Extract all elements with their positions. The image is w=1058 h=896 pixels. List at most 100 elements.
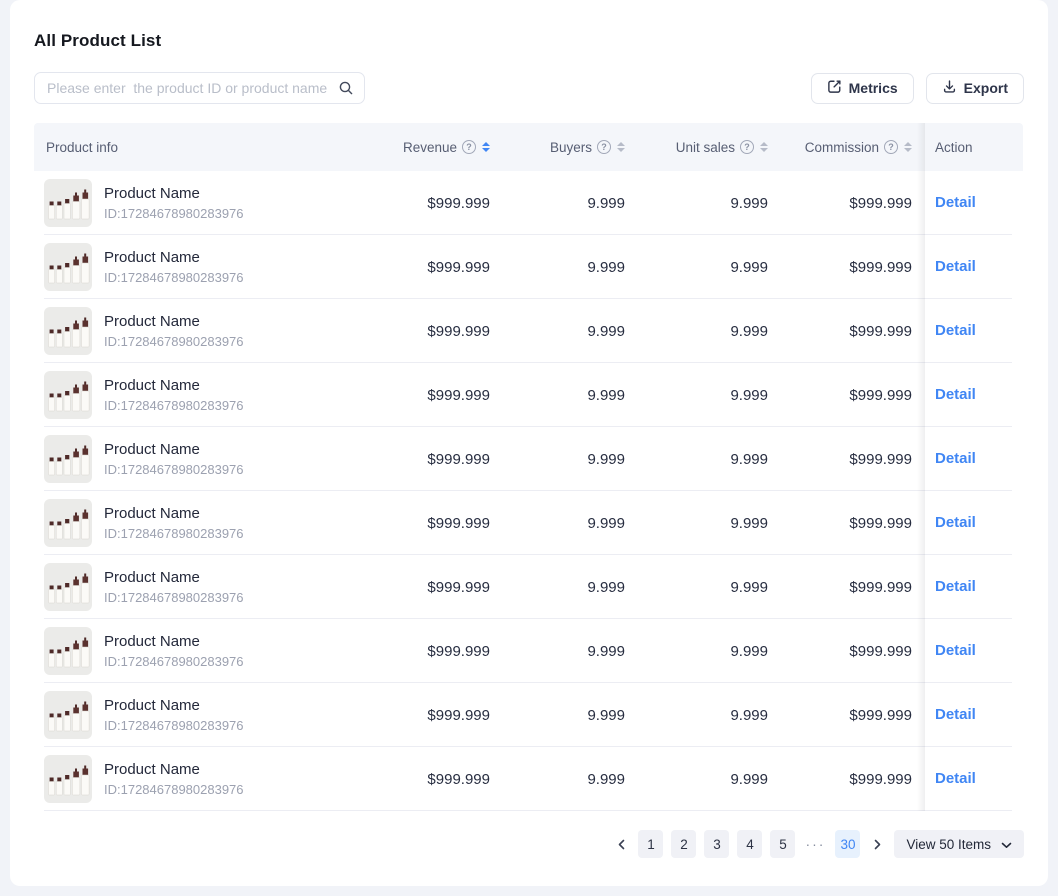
table-row: Product Name ID:17284678980283976 $999.9… [34, 683, 1023, 747]
help-icon[interactable] [884, 140, 898, 154]
column-label: Unit sales [676, 140, 735, 155]
commission-cell: $999.999 [768, 323, 925, 340]
unit-sales-cell: 9.999 [625, 707, 768, 724]
detail-link[interactable]: Detail [935, 770, 976, 787]
action-cell: Detail [925, 386, 1023, 404]
column-header-product-info: Product info [34, 140, 356, 155]
product-image [44, 563, 92, 611]
commission-cell: $999.999 [768, 451, 925, 468]
commission-cell: $999.999 [768, 195, 925, 212]
product-name: Product Name [104, 185, 244, 202]
action-cell: Detail [925, 258, 1023, 276]
revenue-cell: $999.999 [356, 707, 490, 724]
page-button[interactable]: 2 [671, 830, 696, 858]
unit-sales-cell: 9.999 [625, 195, 768, 212]
product-name: Product Name [104, 761, 244, 778]
column-label: Commission [805, 140, 879, 155]
chevron-down-icon [1001, 837, 1012, 852]
column-header-buyers: Buyers [490, 140, 625, 155]
page-button[interactable]: 5 [770, 830, 795, 858]
unit-sales-cell: 9.999 [625, 579, 768, 596]
unit-sales-cell: 9.999 [625, 451, 768, 468]
product-text: Product Name ID:17284678980283976 [104, 633, 244, 669]
table-body: Product Name ID:17284678980283976 $999.9… [34, 171, 1023, 811]
page-button-active[interactable]: 30 [835, 830, 860, 858]
table-row: Product Name ID:17284678980283976 $999.9… [34, 491, 1023, 555]
product-id: ID:17284678980283976 [104, 270, 244, 285]
revenue-cell: $999.999 [356, 259, 490, 276]
page-size-select[interactable]: View 50 Items [894, 830, 1024, 858]
detail-link[interactable]: Detail [935, 514, 976, 531]
product-id: ID:17284678980283976 [104, 462, 244, 477]
revenue-cell: $999.999 [356, 323, 490, 340]
column-header-action: Action [925, 140, 1023, 155]
table-row: Product Name ID:17284678980283976 $999.9… [34, 619, 1023, 683]
sort-icon[interactable] [482, 142, 490, 152]
buyers-cell: 9.999 [490, 643, 625, 660]
buyers-cell: 9.999 [490, 515, 625, 532]
table-row: Product Name ID:17284678980283976 $999.9… [34, 171, 1023, 235]
help-icon[interactable] [740, 140, 754, 154]
column-label: Product info [46, 140, 118, 155]
detail-link[interactable]: Detail [935, 706, 976, 723]
detail-link[interactable]: Detail [935, 258, 976, 275]
product-name: Product Name [104, 249, 244, 266]
product-info-cell: Product Name ID:17284678980283976 [34, 243, 356, 291]
product-info-cell: Product Name ID:17284678980283976 [34, 179, 356, 227]
search-icon[interactable] [338, 80, 354, 96]
toolbar: Metrics Export [34, 72, 1024, 104]
table-header: Product info Revenue Buyers Unit sales C… [34, 123, 1023, 171]
product-image [44, 435, 92, 483]
buyers-cell: 9.999 [490, 771, 625, 788]
product-text: Product Name ID:17284678980283976 [104, 249, 244, 285]
page-button[interactable]: 4 [737, 830, 762, 858]
page-button[interactable]: 1 [638, 830, 663, 858]
unit-sales-cell: 9.999 [625, 387, 768, 404]
product-info-cell: Product Name ID:17284678980283976 [34, 307, 356, 355]
detail-link[interactable]: Detail [935, 578, 976, 595]
sort-icon[interactable] [617, 142, 625, 152]
detail-link[interactable]: Detail [935, 194, 976, 211]
help-icon[interactable] [462, 140, 476, 154]
detail-link[interactable]: Detail [935, 322, 976, 339]
buyers-cell: 9.999 [490, 387, 625, 404]
page-button[interactable]: 3 [704, 830, 729, 858]
detail-link[interactable]: Detail [935, 450, 976, 467]
metrics-button[interactable]: Metrics [811, 73, 914, 104]
product-name: Product Name [104, 313, 244, 330]
product-id: ID:17284678980283976 [104, 398, 244, 413]
product-image [44, 371, 92, 419]
page-size-label: View 50 Items [906, 837, 991, 852]
revenue-cell: $999.999 [356, 387, 490, 404]
export-button[interactable]: Export [926, 73, 1024, 104]
page-buttons: 1 2 3 4 5 [638, 830, 795, 858]
search-input[interactable] [34, 72, 365, 104]
search-box [34, 72, 365, 104]
buyers-cell: 9.999 [490, 707, 625, 724]
unit-sales-cell: 9.999 [625, 515, 768, 532]
content-card: All Product List Metrics [10, 0, 1048, 886]
unit-sales-cell: 9.999 [625, 771, 768, 788]
buyers-cell: 9.999 [490, 451, 625, 468]
page-title: All Product List [34, 31, 1024, 51]
action-cell: Detail [925, 770, 1023, 788]
table-row: Product Name ID:17284678980283976 $999.9… [34, 299, 1023, 363]
buyers-cell: 9.999 [490, 259, 625, 276]
product-text: Product Name ID:17284678980283976 [104, 185, 244, 221]
sort-icon[interactable] [760, 142, 768, 152]
product-text: Product Name ID:17284678980283976 [104, 377, 244, 413]
product-info-cell: Product Name ID:17284678980283976 [34, 435, 356, 483]
metrics-button-label: Metrics [849, 80, 898, 96]
product-text: Product Name ID:17284678980283976 [104, 441, 244, 477]
commission-cell: $999.999 [768, 387, 925, 404]
next-page-button[interactable] [868, 830, 886, 858]
prev-page-button[interactable] [612, 830, 630, 858]
product-name: Product Name [104, 505, 244, 522]
unit-sales-cell: 9.999 [625, 323, 768, 340]
detail-link[interactable]: Detail [935, 642, 976, 659]
revenue-cell: $999.999 [356, 515, 490, 532]
column-label: Buyers [550, 140, 592, 155]
sort-icon[interactable] [904, 142, 912, 152]
detail-link[interactable]: Detail [935, 386, 976, 403]
help-icon[interactable] [597, 140, 611, 154]
